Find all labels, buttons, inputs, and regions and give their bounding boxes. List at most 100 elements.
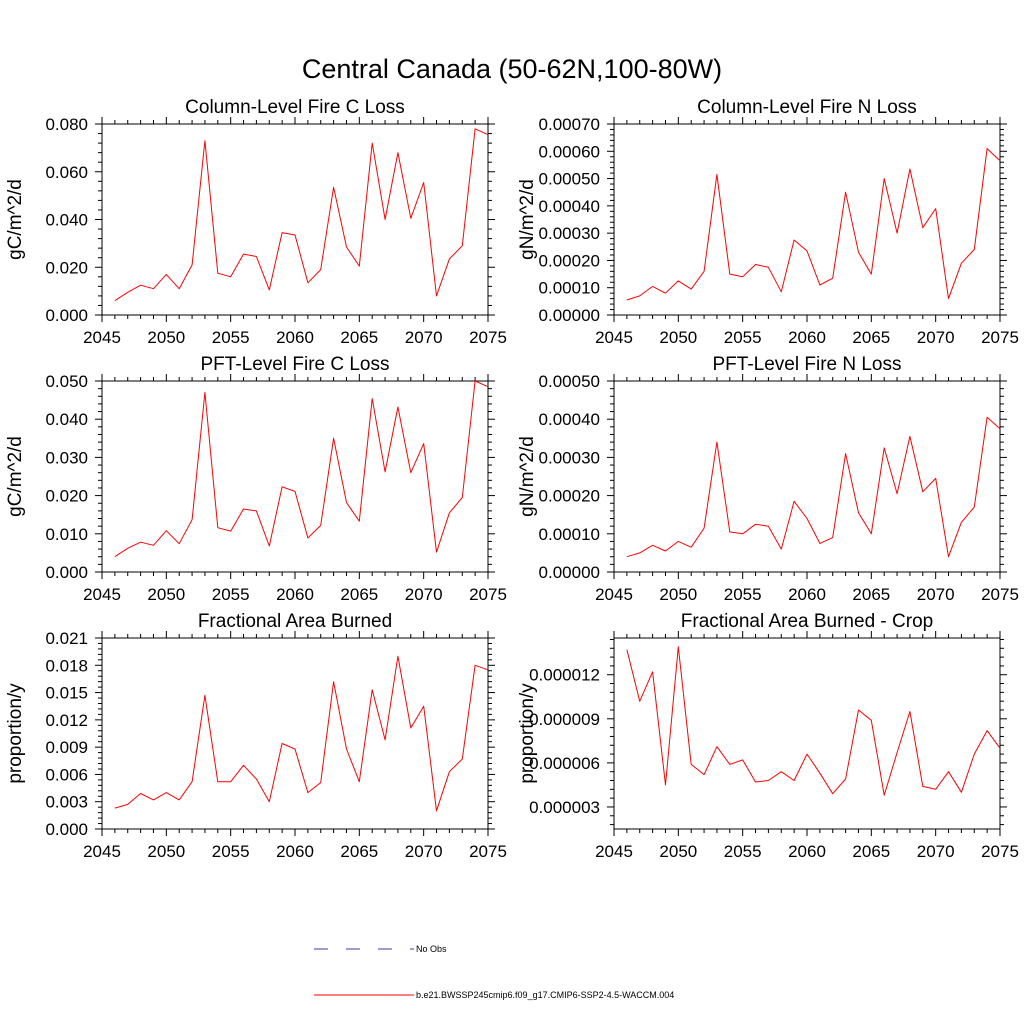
y-tick-label: 0.000 — [45, 820, 88, 839]
x-tick-label: 2050 — [147, 842, 185, 861]
x-tick-label: 2065 — [852, 328, 890, 347]
y-tick-label: 0.00010 — [539, 525, 600, 544]
x-tick-label: 2045 — [595, 585, 633, 604]
x-tick-label: 2075 — [981, 328, 1019, 347]
x-tick-label: 2065 — [340, 585, 378, 604]
y-tick-label: 0.015 — [45, 684, 88, 703]
legend-label-model-run: b.e21.BWSSP245cmip6.f09_g17.CMIP6-SSP2-4… — [416, 990, 674, 1000]
x-tick-label: 2070 — [917, 328, 955, 347]
chart-panel-2: 2045 2050 2055 2060 2065 2070 2075 0.00000 0.000… — [517, 97, 1019, 347]
x-tick-label: 2075 — [469, 585, 507, 604]
legend-entry-no-obs: No Obs — [314, 944, 447, 954]
y-axis-label: gN/m^2/d — [517, 436, 538, 517]
y-tick-label: 0.000006 — [529, 754, 600, 773]
panel-title: Fractional Area Burned - Crop — [681, 611, 933, 632]
x-tick-label: 2065 — [340, 328, 378, 347]
y-tick-label: 0.00070 — [539, 115, 600, 134]
y-tick-label: 0.000012 — [529, 666, 600, 685]
x-tick-label: 2045 — [83, 585, 121, 604]
x-tick-label: 2065 — [852, 585, 890, 604]
chart-panel-5: 2045 2050 2055 2060 2065 2070 2075 0.000 0.003 0.… — [5, 611, 507, 861]
y-tick-label: 0.00020 — [539, 487, 600, 506]
y-tick-label: 0.050 — [45, 372, 88, 391]
figure-title: Central Canada (50-62N,100-80W) — [302, 54, 722, 84]
y-tick-label: 0.000009 — [529, 710, 600, 729]
x-tick-label: 2065 — [340, 842, 378, 861]
x-tick-label: 2045 — [595, 842, 633, 861]
x-tick-label: 2075 — [469, 842, 507, 861]
x-tick-label: 2060 — [788, 585, 826, 604]
y-tick-label: 0.030 — [45, 448, 88, 467]
x-tick-label: 2055 — [724, 842, 762, 861]
panel-title: PFT-Level Fire N Loss — [713, 354, 902, 375]
x-tick-label: 2075 — [469, 328, 507, 347]
x-tick-label: 2070 — [405, 842, 443, 861]
legend: No Obs b.e21.BWSSP245cmip6.f09_g17.CMIP6… — [314, 944, 674, 1000]
x-tick-label: 2050 — [659, 585, 697, 604]
chart-panel-6: 2045 2050 2055 2060 2065 2070 2075 0.000003 0.00… — [517, 611, 1019, 861]
chart-panel-1: 2045 2050 2055 2060 2065 2070 2075 0.000 0.020 0.… — [5, 97, 507, 347]
y-tick-label: 0.040 — [45, 410, 88, 429]
y-tick-label: 0.00040 — [539, 197, 600, 216]
x-tick-label: 2060 — [788, 842, 826, 861]
y-tick-label: 0.00060 — [539, 142, 600, 161]
panels: 2045 2050 2055 2060 2065 2070 2075 0.000 0.020 0.… — [5, 97, 1019, 861]
x-tick-label: 2055 — [212, 842, 250, 861]
y-tick-label: 0.00030 — [539, 224, 600, 243]
x-tick-label: 2050 — [147, 585, 185, 604]
series-line — [626, 416, 1001, 558]
panel-title: Column-Level Fire N Loss — [697, 97, 917, 118]
y-tick-label: 0.00050 — [539, 170, 600, 189]
x-tick-label: 2045 — [595, 328, 633, 347]
y-tick-label: 0.020 — [45, 258, 88, 277]
x-tick-label: 2060 — [788, 328, 826, 347]
x-tick-label: 2055 — [212, 328, 250, 347]
series-line — [114, 128, 489, 302]
series-line — [626, 148, 1001, 301]
x-tick-label: 2055 — [724, 328, 762, 347]
panel-title: Column-Level Fire C Loss — [185, 97, 405, 118]
legend-label-no-obs: No Obs — [416, 944, 447, 954]
y-tick-label: 0.00000 — [539, 306, 600, 325]
y-tick-label: 0.021 — [45, 629, 88, 648]
y-tick-label: 0.00000 — [539, 563, 600, 582]
x-tick-label: 2050 — [659, 328, 697, 347]
series-line — [626, 646, 1001, 796]
legend-entry-model-run: b.e21.BWSSP245cmip6.f09_g17.CMIP6-SSP2-4… — [314, 990, 674, 1000]
x-tick-label: 2055 — [724, 585, 762, 604]
series-line — [114, 380, 489, 558]
y-axis-label: proportion/y — [517, 683, 538, 784]
x-tick-label: 2050 — [147, 328, 185, 347]
x-tick-label: 2070 — [405, 585, 443, 604]
y-tick-label: 0.00020 — [539, 251, 600, 270]
x-tick-label: 2055 — [212, 585, 250, 604]
x-tick-label: 2060 — [276, 328, 314, 347]
y-tick-label: 0.000 — [45, 306, 88, 325]
x-tick-label: 2060 — [276, 842, 314, 861]
y-axis-label: gC/m^2/d — [5, 179, 26, 260]
y-tick-label: 0.00050 — [539, 372, 600, 391]
x-tick-label: 2060 — [276, 585, 314, 604]
x-tick-label: 2045 — [83, 842, 121, 861]
x-tick-label: 2050 — [659, 842, 697, 861]
y-tick-label: 0.003 — [45, 793, 88, 812]
y-tick-label: 0.060 — [45, 163, 88, 182]
y-tick-label: 0.012 — [45, 711, 88, 730]
x-tick-label: 2045 — [83, 328, 121, 347]
y-tick-label: 0.00040 — [539, 410, 600, 429]
y-tick-label: 0.040 — [45, 211, 88, 230]
y-axis-label: proportion/y — [5, 683, 26, 784]
y-tick-label: 0.000003 — [529, 798, 600, 817]
y-tick-label: 0.018 — [45, 656, 88, 675]
panel-title: Fractional Area Burned — [198, 611, 392, 632]
x-tick-label: 2070 — [405, 328, 443, 347]
x-tick-label: 2075 — [981, 842, 1019, 861]
y-tick-label: 0.010 — [45, 525, 88, 544]
chart-panel-3: 2045 2050 2055 2060 2065 2070 2075 0.000 0.010 0.… — [5, 354, 507, 604]
y-tick-label: 0.00010 — [539, 279, 600, 298]
y-tick-label: 0.020 — [45, 487, 88, 506]
y-axis-label: gN/m^2/d — [517, 179, 538, 260]
y-axis-label: gC/m^2/d — [5, 436, 26, 517]
